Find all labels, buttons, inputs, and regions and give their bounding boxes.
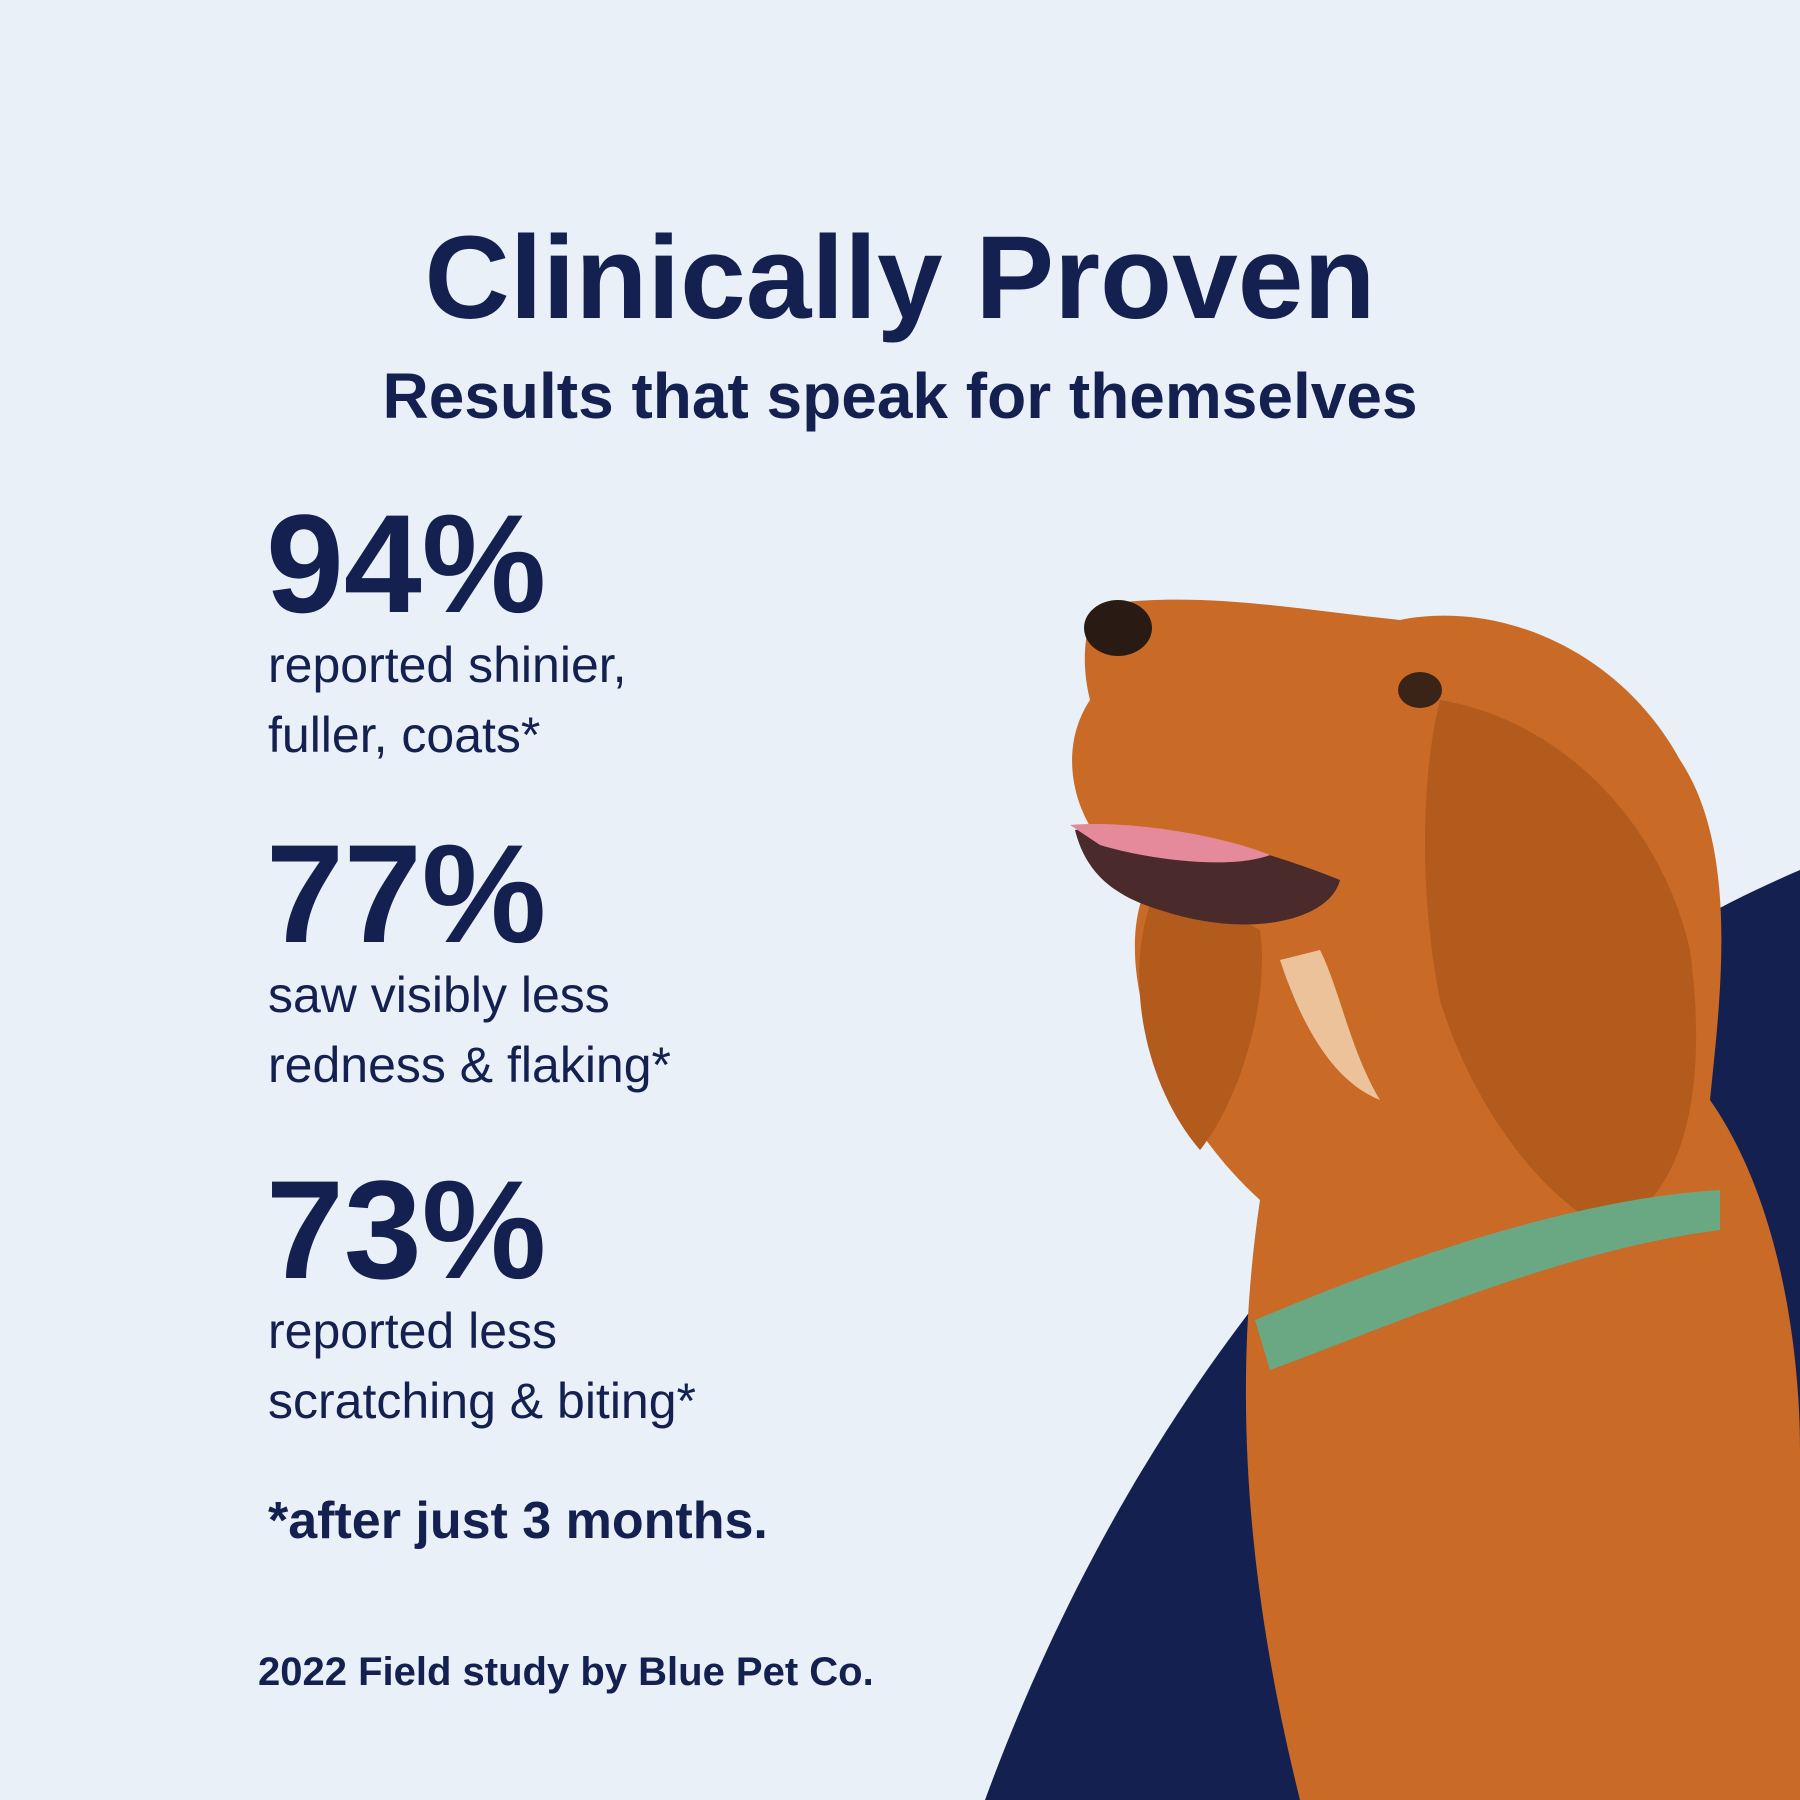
dog-eye: [1398, 672, 1442, 708]
dog-collar: [1255, 1190, 1720, 1370]
dog-chest: [1280, 950, 1380, 1100]
dog-illustration: [1070, 599, 1800, 1800]
subtitle: Results that speak for themselves: [382, 360, 1417, 432]
stat-value: 77%: [266, 815, 546, 972]
source: 2022 Field study by Blue Pet Co.: [258, 1650, 874, 1694]
stat-value: 73%: [266, 1151, 546, 1308]
stat-description: scratching & biting*: [268, 1373, 696, 1429]
dog-tongue: [1070, 824, 1270, 863]
stat-description: reported shinier,: [268, 637, 627, 693]
dog-ear-left: [1139, 880, 1262, 1150]
footnote: *after just 3 months.: [268, 1492, 768, 1550]
stat-description: redness & flaking*: [268, 1037, 671, 1093]
stat-description: reported less: [268, 1303, 557, 1359]
dog-ear: [1425, 700, 1697, 1230]
dog-nose: [1084, 600, 1152, 656]
title: Clinically Proven: [425, 212, 1376, 344]
stat-description: fuller, coats*: [268, 707, 540, 763]
stat-description: saw visibly less: [268, 967, 610, 1023]
stats: 94%reported shinier, fuller, coats* 77%saw…: [266, 485, 696, 1429]
stat-value: 94%: [266, 485, 546, 642]
